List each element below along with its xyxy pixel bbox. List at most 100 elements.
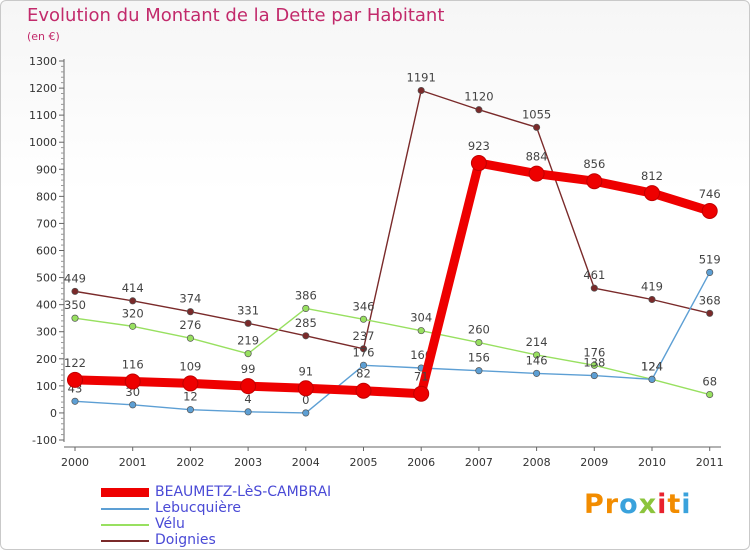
data-label-1: 0 [302, 393, 309, 407]
series-point-1 [648, 375, 656, 383]
series-point-1 [129, 401, 137, 409]
series-point-1 [359, 361, 368, 369]
y-tick-label: 600 [36, 245, 57, 258]
series-point-2 [71, 314, 79, 322]
series-point-2 [590, 361, 598, 369]
series-point-0 [413, 385, 430, 402]
data-label-2: 350 [64, 298, 86, 312]
x-tick-label: 2008 [523, 456, 551, 469]
series-point-2 [706, 390, 714, 399]
series-point-2 [475, 338, 483, 347]
series-point-3 [533, 123, 541, 131]
series-point-1 [533, 369, 541, 377]
legend-label: Doignies [155, 532, 216, 548]
legend-swatch [101, 508, 149, 510]
y-tick-label: 300 [36, 326, 57, 339]
data-label-2: 214 [526, 335, 548, 349]
series-line-2 [74, 307, 711, 396]
chart-unit-label: (en €) [27, 30, 60, 43]
data-label-2: 260 [468, 323, 490, 337]
legend-label: BEAUMETZ-LèS-CAMBRAI [155, 484, 332, 500]
logo-letter: P [584, 489, 605, 520]
series-point-2 [533, 351, 541, 359]
series-point-0 [297, 380, 314, 397]
series-point-3 [417, 86, 425, 95]
data-label-1: 146 [526, 353, 548, 367]
series-point-3 [71, 287, 79, 295]
legend-swatch [101, 540, 149, 542]
data-label-0: 82 [356, 367, 371, 381]
series-point-0 [586, 173, 603, 190]
y-tick-label: 1300 [29, 55, 57, 68]
data-label-0: 856 [583, 157, 605, 171]
data-label-2: 176 [583, 345, 605, 359]
series-point-1 [475, 367, 483, 375]
logo-letter: x [638, 489, 658, 520]
data-label-2: 320 [122, 306, 144, 320]
y-tick-label: 500 [36, 272, 57, 285]
series-point-0 [124, 373, 141, 390]
legend-label: Lebucquière [155, 500, 241, 516]
x-tick-label: 2009 [580, 456, 608, 469]
y-tick-label: 900 [36, 163, 57, 176]
data-label-3: 285 [295, 316, 317, 330]
x-tick-label: 2000 [61, 456, 89, 469]
data-label-0: 109 [179, 359, 201, 373]
series-point-1 [71, 397, 79, 405]
series-line-1 [74, 271, 711, 414]
series-point-2 [244, 350, 252, 358]
proxiti-logo: Proxiti [584, 489, 692, 520]
x-tick-label: 2007 [465, 456, 493, 469]
data-label-3: 368 [699, 293, 721, 307]
x-tick-label: 2001 [119, 456, 147, 469]
data-label-3: 461 [583, 268, 605, 282]
x-tick-label: 2005 [350, 456, 378, 469]
series-line-3 [74, 89, 711, 350]
data-label-3: 237 [353, 329, 375, 343]
data-label-3: 414 [122, 281, 144, 295]
data-label-3: 1055 [522, 107, 551, 121]
y-tick-label: 0 [50, 407, 57, 420]
logo-letter: i [657, 489, 668, 520]
series-point-0 [240, 378, 257, 395]
data-label-2: 219 [237, 334, 259, 348]
series-point-2 [186, 334, 194, 342]
series-point-3 [244, 319, 252, 327]
data-label-2: 68 [702, 375, 717, 389]
data-label-1: 176 [353, 345, 375, 359]
series-point-0 [355, 382, 372, 399]
y-tick-label: 700 [36, 217, 57, 230]
data-label-0: 99 [241, 362, 256, 376]
series-point-2 [417, 327, 425, 335]
y-tick-label: -100 [32, 434, 57, 447]
y-tick-label: 100 [36, 380, 57, 393]
logo-letter: r [604, 489, 620, 520]
series-point-3 [302, 332, 310, 340]
series-point-1 [706, 268, 714, 276]
logo-letter: o [619, 489, 639, 520]
x-tick-label: 2010 [638, 456, 666, 469]
series-point-3 [129, 297, 137, 305]
data-label-3: 374 [179, 292, 201, 306]
data-label-1: 138 [583, 356, 605, 370]
data-label-3: 1120 [464, 90, 493, 104]
legend-swatch [101, 524, 149, 526]
x-tick-label: 2011 [696, 456, 724, 469]
data-label-3: 449 [64, 271, 86, 285]
y-tick-label: 1100 [29, 109, 57, 122]
x-tick-label: 2002 [176, 456, 204, 469]
y-tick-label: 200 [36, 353, 57, 366]
series-point-1 [590, 372, 598, 380]
data-label-3: 419 [641, 279, 663, 293]
data-label-1: 124 [641, 359, 663, 373]
data-label-2: 304 [410, 311, 432, 325]
y-tick-label: 400 [36, 299, 57, 312]
y-tick-label: 1000 [29, 136, 57, 149]
x-tick-label: 2004 [292, 456, 320, 469]
series-line-0 [70, 158, 715, 399]
y-tick-label: 800 [36, 190, 57, 203]
data-label-0: 923 [468, 139, 490, 153]
data-label-0: 746 [699, 187, 721, 201]
data-label-2: 386 [295, 288, 317, 302]
x-tick-label: 2003 [234, 456, 262, 469]
